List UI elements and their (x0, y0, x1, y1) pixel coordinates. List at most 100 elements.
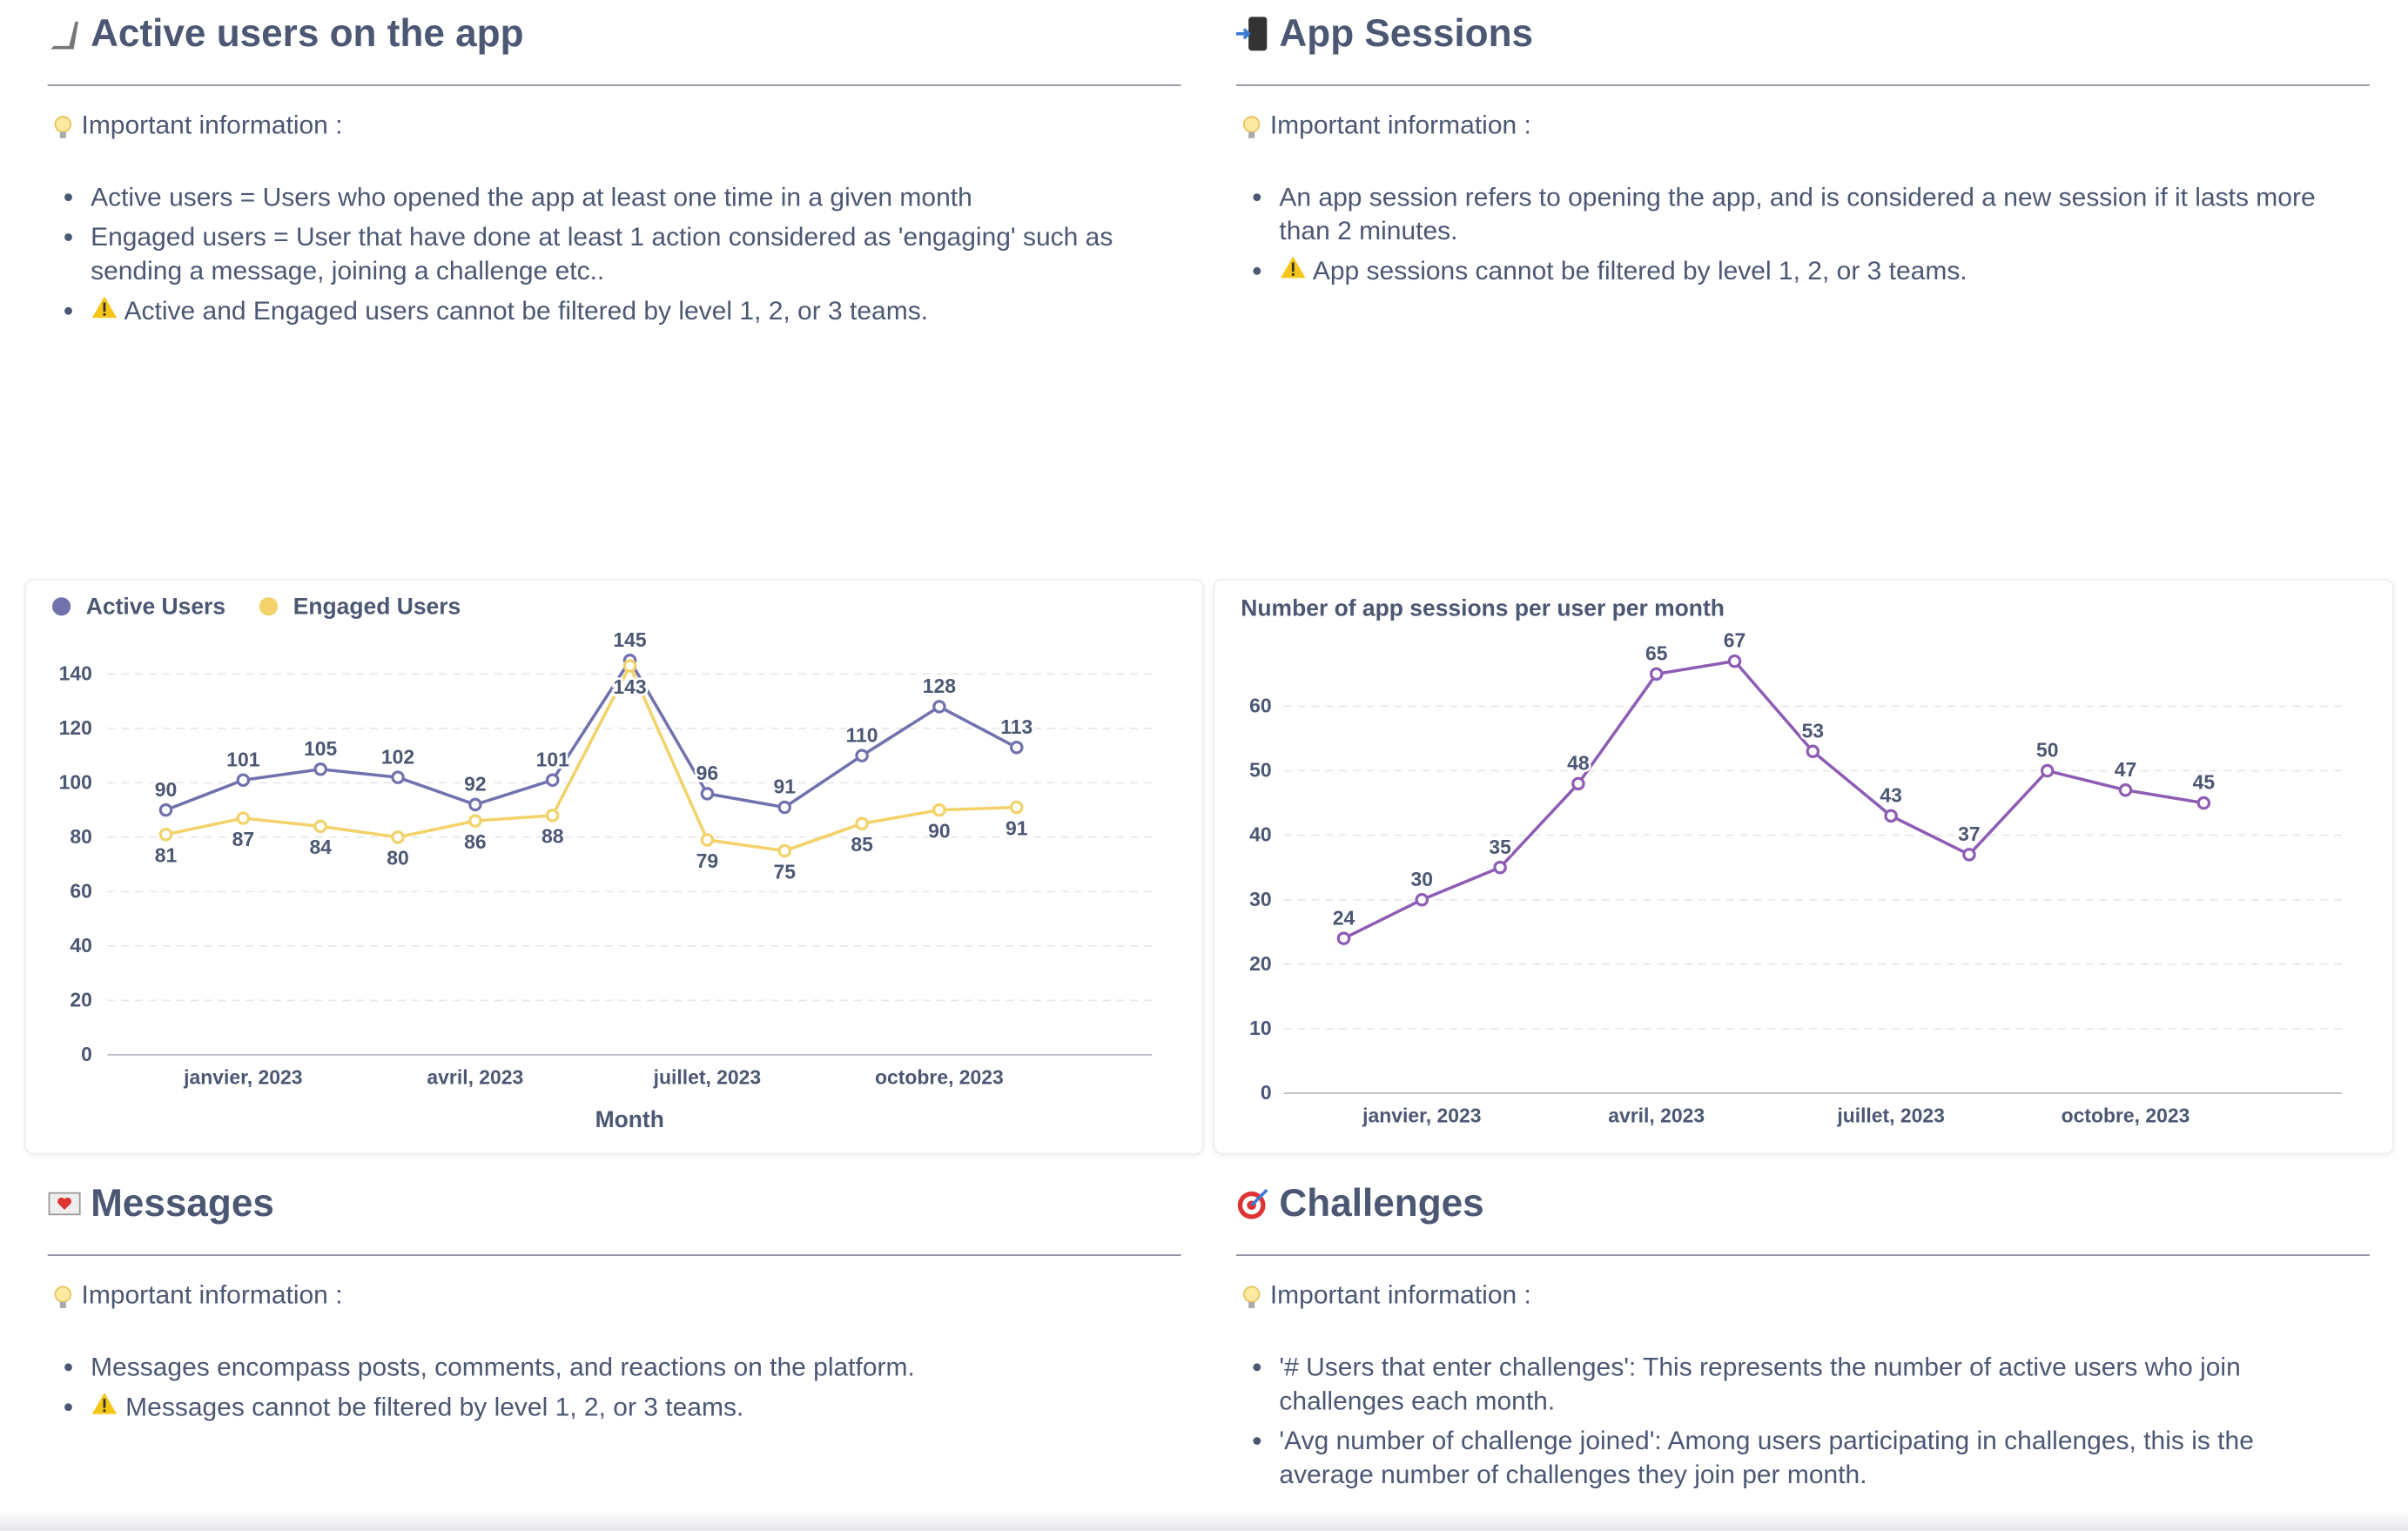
data-label: 24 (1333, 906, 1355, 929)
series-line (165, 661, 1017, 853)
data-point (545, 773, 560, 788)
bulb-icon (1242, 1286, 1261, 1308)
data-label: 53 (1802, 719, 1825, 742)
data-label: 113 (1000, 715, 1032, 738)
data-point (777, 800, 792, 815)
legend-label: Active Users (86, 594, 225, 620)
data-point (1415, 892, 1429, 907)
bulb-icon (1242, 116, 1261, 138)
data-label: 110 (846, 723, 878, 746)
y-tick-label: 60 (1249, 694, 1272, 716)
section-title: App Sessions (1279, 12, 1534, 56)
data-point (777, 843, 792, 858)
data-point (1010, 741, 1024, 755)
data-point (313, 819, 327, 834)
divider (1236, 84, 2370, 86)
info-label: Important information : (81, 111, 343, 140)
data-point (1806, 744, 1820, 759)
info-label: Important information : (1269, 1280, 1531, 1310)
data-label: 86 (464, 830, 487, 853)
data-point (855, 749, 869, 762)
y-tick-label: 100 (59, 770, 92, 793)
data-label: 87 (232, 828, 255, 850)
bulb-icon (54, 116, 72, 138)
data-label: 47 (2115, 758, 2137, 781)
x-tick-label: octobre, 2023 (2062, 1104, 2190, 1126)
data-label: 88 (541, 825, 564, 848)
x-tick-label: avril, 2023 (1608, 1104, 1705, 1126)
data-point (1962, 848, 1976, 862)
data-point (1336, 931, 1351, 945)
data-label: 75 (773, 860, 796, 883)
data-point (391, 830, 405, 844)
data-point (1727, 654, 1742, 668)
data-label: 90 (155, 778, 178, 801)
data-point (313, 762, 327, 776)
x-tick-label: avril, 2023 (427, 1065, 523, 1088)
y-tick-label: 60 (70, 879, 92, 902)
bulb-icon (54, 1286, 72, 1308)
data-point (700, 833, 715, 847)
data-point (1493, 860, 1507, 875)
data-point (622, 659, 637, 673)
data-label: 79 (696, 849, 719, 872)
bullet: Active and Engaged users cannot be filte… (91, 295, 1166, 329)
data-point (1649, 667, 1664, 682)
y-tick-label: 120 (59, 716, 92, 739)
data-point (391, 770, 405, 784)
data-point (236, 773, 251, 788)
data-point (932, 700, 946, 714)
data-label: 101 (226, 748, 259, 770)
bullet: App sessions cannot be filtered by level… (1279, 255, 2354, 289)
data-point (545, 809, 560, 823)
icon (1237, 1188, 1268, 1219)
data-label: 48 (1567, 751, 1590, 774)
warning-icon (91, 296, 118, 319)
data-label: 145 (613, 628, 646, 651)
y-tick-label: 0 (81, 1043, 92, 1065)
data-label: 105 (304, 737, 337, 760)
warning-icon (91, 1392, 118, 1414)
data-point (1571, 776, 1585, 791)
info-label: Important information : (81, 1280, 343, 1310)
data-point (2118, 782, 2133, 797)
scroll-fade (0, 1510, 2408, 1531)
bullet-list: An app session refers to opening the app… (1236, 181, 2354, 295)
y-tick-label: 30 (1249, 888, 1272, 910)
bullet: Active users = Users who opened the app … (91, 181, 1166, 215)
series-line (1342, 659, 2204, 940)
legend-swatch (51, 597, 71, 616)
data-label: 37 (1958, 823, 1981, 845)
data-point (1010, 800, 1024, 815)
bullet-text: Active and Engaged users cannot be filte… (124, 296, 929, 326)
data-label: 91 (1006, 816, 1028, 839)
bullet: 'Avg number of challenge joined': Among … (1279, 1425, 2354, 1493)
legend-swatch (259, 597, 279, 616)
data-point (468, 814, 482, 828)
warning-icon (1281, 256, 1306, 279)
bullet-list: '# Users that enter challenges': This re… (1236, 1351, 2354, 1498)
x-tick-label: juillet, 2023 (653, 1065, 762, 1088)
data-label: 50 (2036, 739, 2059, 762)
data-point (468, 797, 482, 812)
data-point (2196, 796, 2211, 810)
divider (47, 84, 1181, 86)
y-tick-label: 20 (1249, 952, 1272, 975)
data-label: 30 (1411, 868, 1434, 890)
bullet: Messages cannot be filtered by level 1, … (91, 1391, 1166, 1425)
data-label: 101 (536, 748, 569, 770)
icon (1236, 17, 1268, 51)
chart-title: Number of app sessions per user per mont… (1241, 594, 1725, 621)
section-title: Messages (91, 1182, 274, 1225)
data-label: 85 (851, 833, 873, 856)
data-label: 84 (309, 836, 332, 858)
x-tick-label: janvier, 2023 (183, 1065, 302, 1088)
y-tick-label: 40 (70, 934, 92, 957)
info-label: Important information : (1269, 111, 1531, 140)
data-point (158, 802, 173, 817)
icon (48, 1192, 81, 1216)
y-tick-label: 50 (1249, 759, 1272, 782)
bullet-text: Messages cannot be filtered by level 1, … (125, 1392, 744, 1422)
